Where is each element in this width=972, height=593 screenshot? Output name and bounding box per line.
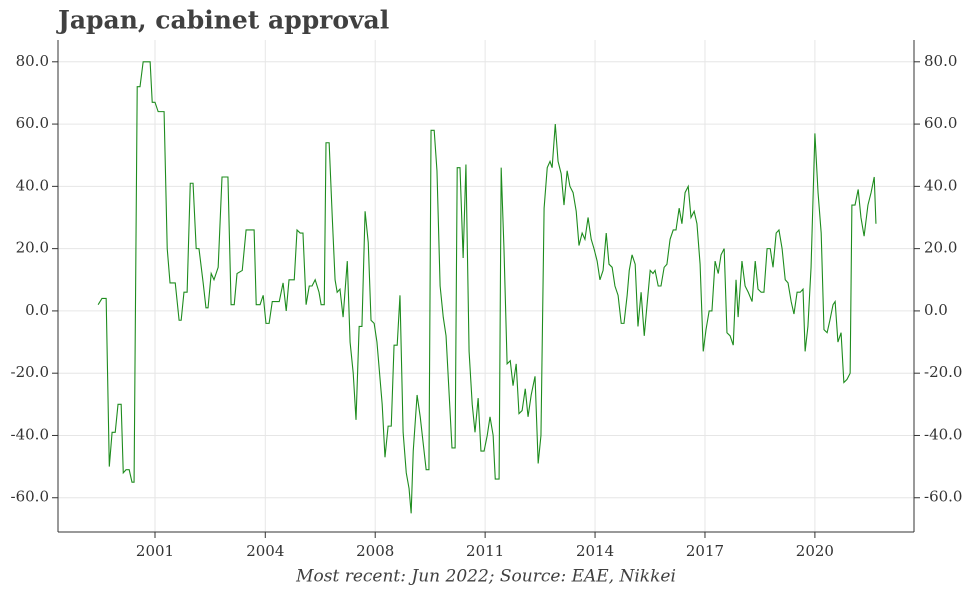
y2-tick-label: 40.0 xyxy=(924,176,957,194)
y2-tick-label: -40.0 xyxy=(924,425,962,443)
x-tick-label: 2014 xyxy=(576,542,614,560)
y-tick-label: 80.0 xyxy=(16,52,49,70)
y2-tick-label: -20.0 xyxy=(924,363,962,381)
x-tick-label: 2011 xyxy=(466,542,504,560)
y-tick-label: -20.0 xyxy=(11,363,49,381)
caption: Most recent: Jun 2022; Source: EAE, Nikk… xyxy=(295,567,676,587)
y-tick-label: -40.0 xyxy=(11,425,49,443)
data-line xyxy=(97,61,877,514)
y-tick-label: 20.0 xyxy=(16,239,49,257)
y-tick-label: 0.0 xyxy=(25,301,49,319)
y2-tick-label: -60.0 xyxy=(924,488,962,506)
y-tick-label: 60.0 xyxy=(16,114,49,132)
x-tick-label: 2017 xyxy=(686,542,724,560)
chart-title: Japan, cabinet approval xyxy=(56,6,389,35)
x-tick-label: 2001 xyxy=(136,542,174,560)
y-tick-label: 40.0 xyxy=(16,176,49,194)
x-tick-label: 2004 xyxy=(246,542,284,560)
y-tick-label: -60.0 xyxy=(11,488,49,506)
x-tick-label: 2008 xyxy=(356,542,394,560)
y2-tick-label: 60.0 xyxy=(924,114,957,132)
x-tick-label: 2020 xyxy=(796,542,834,560)
y2-tick-label: 80.0 xyxy=(924,52,957,70)
y2-tick-label: 0.0 xyxy=(924,301,948,319)
y2-tick-label: 20.0 xyxy=(924,239,957,257)
